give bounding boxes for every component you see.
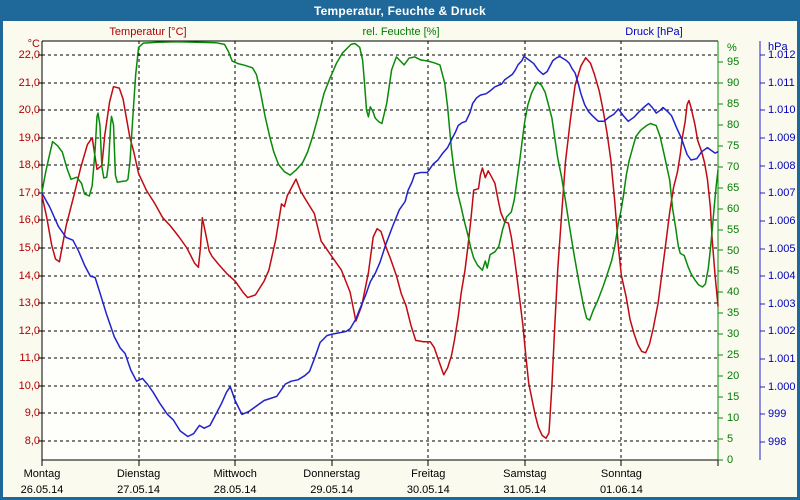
series-pressure xyxy=(41,55,719,438)
title-bar: Temperatur, Feuchte & Druck xyxy=(3,0,797,21)
series-humidity xyxy=(41,41,719,321)
series-temperature xyxy=(41,57,719,439)
legend-humidity: rel. Feuchte [%] xyxy=(362,26,440,38)
legend-pressure: Druck [hPa] xyxy=(625,26,683,38)
window-title: Temperatur, Feuchte & Druck xyxy=(314,3,486,18)
legend-temperature: Temperatur [°C] xyxy=(109,26,187,38)
